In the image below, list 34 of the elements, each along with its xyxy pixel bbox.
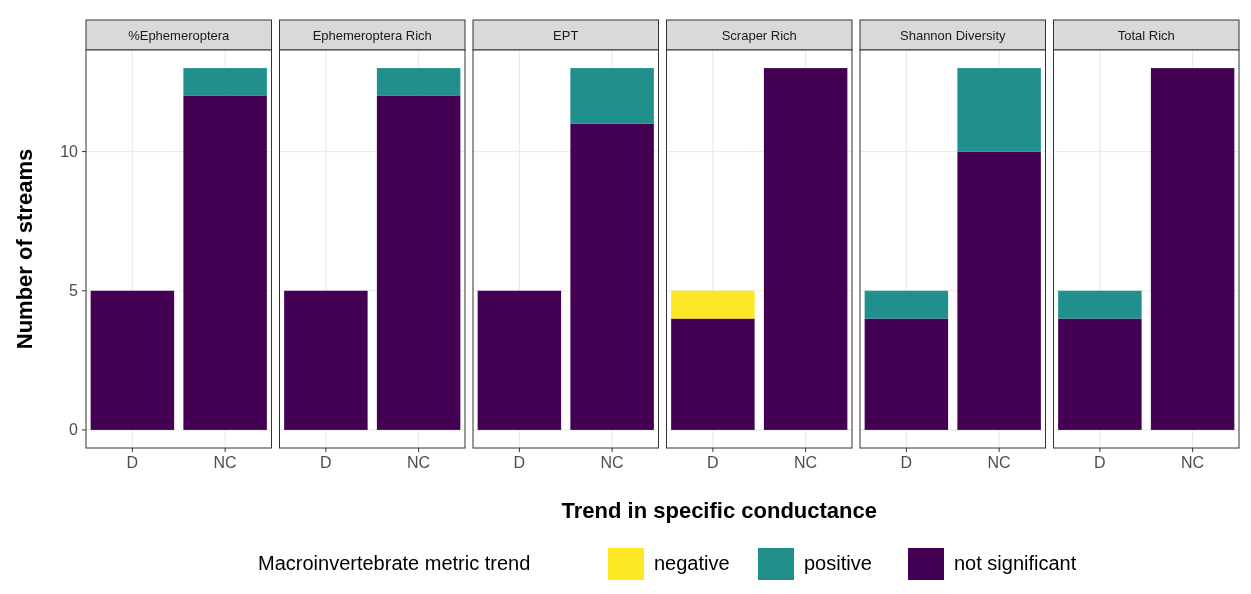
x-axis-title: Trend in specific conductance	[561, 498, 877, 523]
x-tick-label: NC	[600, 454, 624, 471]
x-tick-label: NC	[794, 454, 818, 471]
y-tick-label: 10	[60, 142, 79, 160]
y-axis-title: Number of streams	[12, 148, 37, 350]
x-tick-label: NC	[407, 454, 431, 471]
chart-title: EPT	[553, 28, 579, 43]
legend-title: Macroinvertebrate metric trend	[258, 552, 531, 574]
x-tick-label: D	[513, 454, 526, 471]
x-tick-label: D	[126, 454, 139, 471]
bar	[957, 151, 1041, 430]
bar	[183, 95, 267, 430]
chart-title: Total Rich	[1117, 28, 1175, 43]
x-tick-label: D	[900, 454, 913, 471]
chart-title: Scraper Rich	[721, 28, 797, 43]
x-tick-label: NC	[1181, 454, 1205, 471]
x-tick-label: NC	[213, 454, 237, 471]
legend-label: negative	[654, 552, 730, 574]
legend-label: not significant	[954, 552, 1077, 574]
legend-label: positive	[804, 552, 872, 574]
chart-title: %Ephemeroptera	[128, 28, 231, 43]
bar	[864, 290, 949, 319]
bar	[90, 290, 175, 430]
x-tick-label: D	[320, 454, 332, 471]
x-tick-label: D	[1094, 454, 1106, 471]
x-tick-label: NC	[987, 454, 1011, 471]
bar	[183, 68, 267, 96]
chart-title: Shannon Diversity	[900, 28, 1006, 43]
bar	[957, 68, 1041, 152]
chart-title: Ephemeroptera Rich	[312, 28, 432, 43]
x-tick-label: D	[707, 454, 719, 471]
y-tick-label: 0	[69, 420, 79, 438]
bar	[864, 318, 949, 430]
y-tick-label: 5	[69, 281, 79, 299]
